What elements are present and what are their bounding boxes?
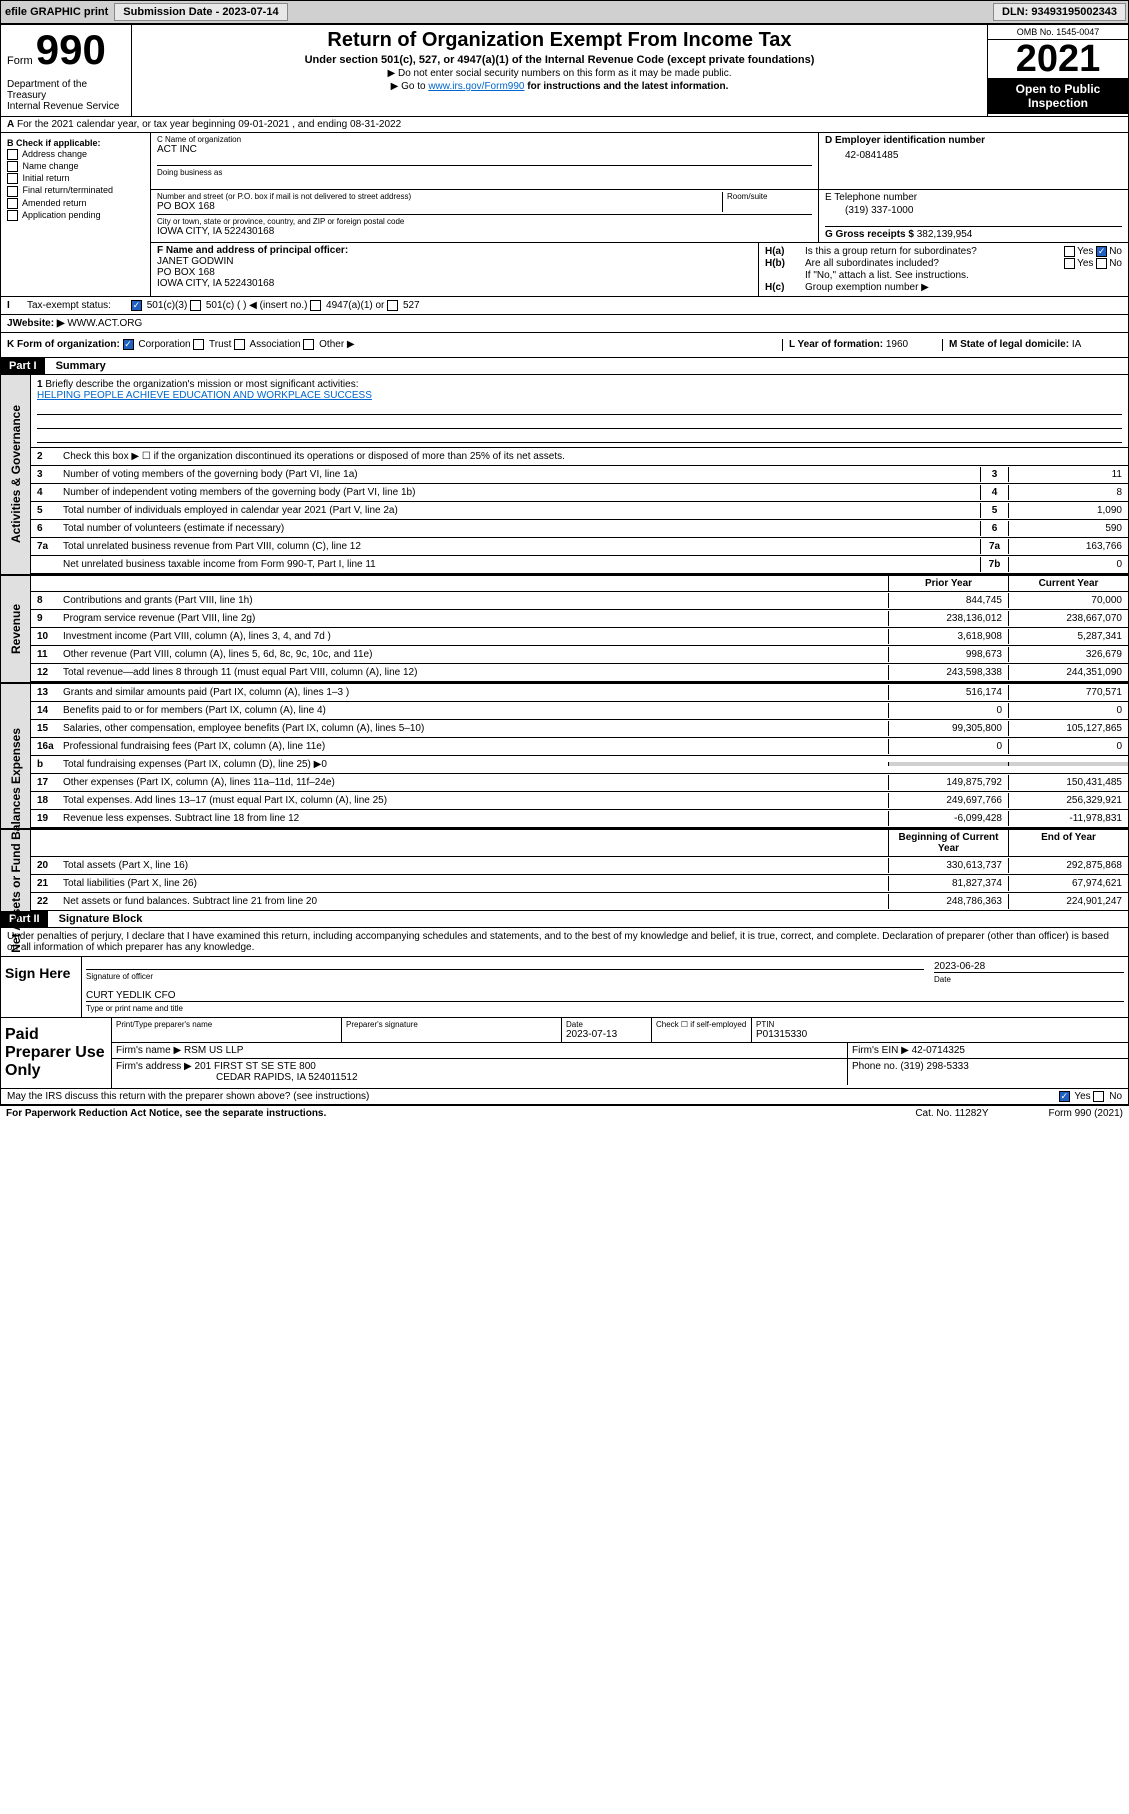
paid-preparer-label: Paid Preparer Use Only: [1, 1018, 111, 1088]
dln-button[interactable]: DLN: 93493195002343: [993, 3, 1126, 21]
state-domicile: M State of legal domicile: IA: [942, 339, 1122, 350]
title-block: Return of Organization Exempt From Incom…: [131, 25, 988, 116]
section-h: H(a)Is this a group return for subordina…: [758, 243, 1128, 296]
ein-label: D Employer identification number: [825, 135, 985, 146]
form-id-block: Form 990 Department of the Treasury Inte…: [1, 25, 131, 116]
tax-year: 2021: [988, 40, 1128, 78]
phone-label: E Telephone number: [825, 192, 1122, 203]
revenue-label: Revenue: [1, 576, 31, 682]
may-discuss: May the IRS discuss this return with the…: [7, 1091, 369, 1102]
department-label: Department of the Treasury Internal Reve…: [7, 79, 125, 112]
title-main: Return of Organization Exempt From Incom…: [136, 29, 983, 52]
part1-title: Summary: [48, 358, 114, 374]
paperwork-notice: For Paperwork Reduction Act Notice, see …: [6, 1108, 326, 1119]
irs-link[interactable]: www.irs.gov/Form990: [428, 81, 524, 92]
form-container: Form 990 Department of the Treasury Inte…: [0, 24, 1129, 1106]
submission-date-button[interactable]: Submission Date - 2023-07-14: [114, 3, 287, 21]
address-block: Number and street (or P.O. box if mail i…: [151, 190, 818, 242]
line3-val: 11: [1008, 467, 1128, 482]
net-assets-label: Net Assets or Fund Balances: [1, 830, 31, 911]
mission-text[interactable]: HELPING PEOPLE ACHIEVE EDUCATION AND WOR…: [37, 390, 372, 401]
officer-name: CURT YEDLIK CFO: [86, 990, 1124, 1001]
form-footer: Form 990 (2021): [1049, 1108, 1123, 1119]
omb-block: OMB No. 1545-0047 2021 Open to Public In…: [988, 25, 1128, 116]
officer-block: F Name and address of principal officer:…: [151, 243, 758, 296]
title-sub: Under section 501(c), 527, or 4947(a)(1)…: [136, 54, 983, 66]
tax-exempt-row: I Tax-exempt status: 501(c)(3) 501(c) ( …: [1, 297, 1128, 315]
ein-value: 42-0841485: [825, 146, 1122, 161]
firm-name: RSM US LLP: [184, 1045, 243, 1056]
form-word: Form: [7, 55, 33, 67]
mission-block: 1 Briefly describe the organization's mi…: [31, 375, 1128, 448]
efile-label: efile GRAPHIC print: [1, 6, 112, 18]
form-number: 990: [36, 26, 106, 73]
sign-here-label: Sign Here: [1, 957, 81, 1017]
efile-header: efile GRAPHIC print Submission Date - 20…: [0, 0, 1129, 24]
phone-value: (319) 337-1000: [825, 203, 1122, 216]
form-of-org: K Form of organization: Corporation Trus…: [7, 339, 782, 350]
cat-no: Cat. No. 11282Y: [915, 1108, 988, 1119]
section-b-checkboxes: B Check if applicable: Address change Na…: [1, 133, 151, 296]
website-row: J Website: ▶ WWW.ACT.ORG: [1, 315, 1128, 333]
part2-header: Part II: [1, 911, 48, 927]
org-name-block: C Name of organization ACT INC Doing bus…: [151, 133, 818, 189]
org-name: ACT INC: [157, 144, 812, 155]
title-line1: ▶ Do not enter social security numbers o…: [136, 68, 983, 79]
open-to-public: Open to Public Inspection: [988, 78, 1128, 114]
gross-receipts: 382,139,954: [917, 229, 973, 240]
part2-title: Signature Block: [51, 911, 151, 927]
part1-header: Part I: [1, 358, 45, 374]
year-formation: L Year of formation: 1960: [782, 339, 942, 350]
website-value: WWW.ACT.ORG: [67, 318, 142, 329]
declaration-text: Under penalties of perjury, I declare th…: [1, 928, 1128, 957]
title-line2: ▶ Go to www.irs.gov/Form990 for instruct…: [136, 81, 983, 92]
activities-governance-label: Activities & Governance: [1, 375, 31, 574]
row-a-tax-year: A For the 2021 calendar year, or tax yea…: [1, 117, 1128, 133]
